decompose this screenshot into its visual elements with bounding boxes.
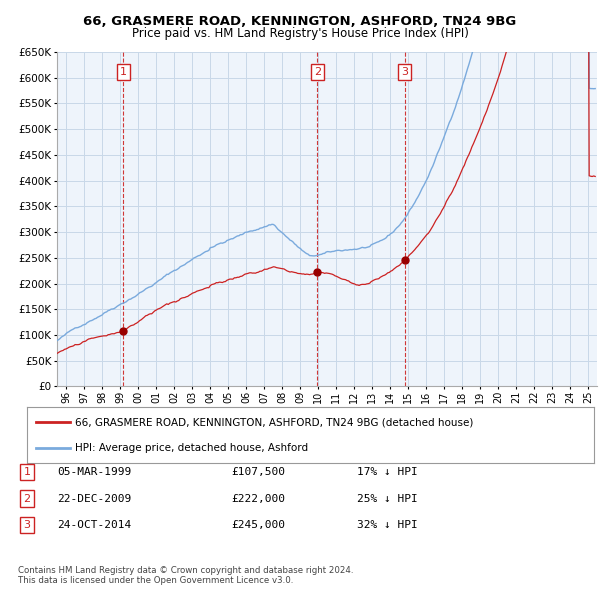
Text: 1: 1 — [23, 467, 31, 477]
Text: 3: 3 — [401, 67, 408, 77]
Text: 24-OCT-2014: 24-OCT-2014 — [57, 520, 131, 530]
Text: Price paid vs. HM Land Registry's House Price Index (HPI): Price paid vs. HM Land Registry's House … — [131, 27, 469, 40]
Text: 66, GRASMERE ROAD, KENNINGTON, ASHFORD, TN24 9BG (detached house): 66, GRASMERE ROAD, KENNINGTON, ASHFORD, … — [75, 417, 473, 427]
Text: 3: 3 — [23, 520, 31, 530]
Text: £222,000: £222,000 — [231, 494, 285, 503]
Text: Contains HM Land Registry data © Crown copyright and database right 2024.
This d: Contains HM Land Registry data © Crown c… — [18, 566, 353, 585]
Text: 25% ↓ HPI: 25% ↓ HPI — [357, 494, 418, 503]
Text: 32% ↓ HPI: 32% ↓ HPI — [357, 520, 418, 530]
Text: HPI: Average price, detached house, Ashford: HPI: Average price, detached house, Ashf… — [75, 443, 308, 453]
Text: 2: 2 — [314, 67, 321, 77]
Text: 66, GRASMERE ROAD, KENNINGTON, ASHFORD, TN24 9BG: 66, GRASMERE ROAD, KENNINGTON, ASHFORD, … — [83, 15, 517, 28]
Text: 17% ↓ HPI: 17% ↓ HPI — [357, 467, 418, 477]
Text: 2: 2 — [23, 494, 31, 503]
Text: 1: 1 — [120, 67, 127, 77]
Text: £107,500: £107,500 — [231, 467, 285, 477]
Text: 05-MAR-1999: 05-MAR-1999 — [57, 467, 131, 477]
Text: £245,000: £245,000 — [231, 520, 285, 530]
Text: 22-DEC-2009: 22-DEC-2009 — [57, 494, 131, 503]
